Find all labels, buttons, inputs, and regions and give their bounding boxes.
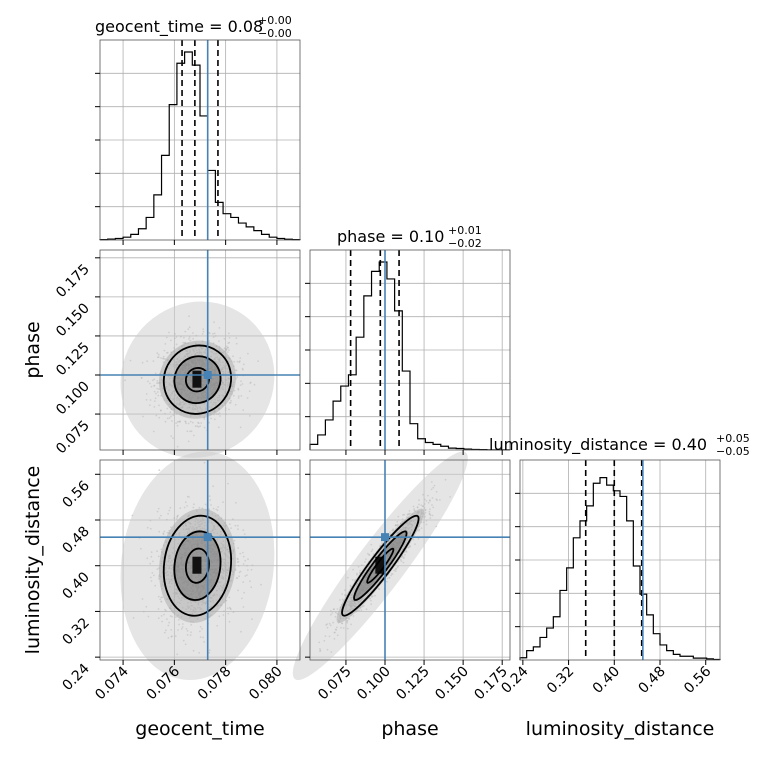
sample-point bbox=[158, 469, 161, 471]
contour-line bbox=[173, 355, 222, 405]
title-geocent-time-plus: +0.00 bbox=[258, 14, 292, 27]
ylabel-phase: phase bbox=[22, 321, 44, 378]
y-tick-label: 0.32 bbox=[59, 615, 92, 648]
density-peak bbox=[375, 556, 385, 574]
x-tick-label: 0.48 bbox=[635, 664, 668, 697]
contour-line bbox=[173, 530, 222, 601]
title-geocent-time: geocent_time = 0.08 bbox=[95, 17, 263, 37]
ylabel-luminosity-distance: luminosity_distance bbox=[22, 466, 44, 655]
y-tick-label: 0.075 bbox=[53, 418, 93, 458]
title-luminosity-distance-minus: −0.05 bbox=[716, 445, 750, 458]
contour-line bbox=[184, 547, 210, 584]
x-tick-label: 0.32 bbox=[544, 664, 577, 697]
contour-line bbox=[366, 547, 395, 584]
title-luminosity-distance: luminosity_distance = 0.40 bbox=[489, 435, 707, 455]
x-tick-label: 0.56 bbox=[681, 663, 714, 696]
panel-frame bbox=[99, 249, 301, 451]
frames-layer bbox=[99, 39, 721, 661]
density-peak bbox=[192, 556, 202, 574]
contours-layer bbox=[162, 344, 420, 617]
y-tick-label: 0.40 bbox=[59, 569, 92, 602]
x-tick-label: 0.080 bbox=[246, 664, 286, 704]
panel-frame bbox=[99, 459, 301, 661]
truth-lines-layer bbox=[100, 40, 644, 660]
histogram-phase bbox=[309, 261, 511, 451]
truth-marker bbox=[381, 533, 389, 542]
title-phase-minus: −0.02 bbox=[448, 237, 482, 250]
histograms-layer bbox=[99, 40, 721, 661]
y-tick-label: 0.24 bbox=[59, 661, 92, 694]
x-tick-label: 0.125 bbox=[393, 664, 433, 704]
density-peak bbox=[192, 370, 202, 388]
x-tick-label: 0.074 bbox=[92, 663, 132, 703]
x-tick-label: 0.075 bbox=[315, 664, 355, 704]
y-tick-label: 0.100 bbox=[53, 379, 93, 419]
y-tick-label: 0.175 bbox=[53, 261, 93, 301]
title-luminosity-distance-plus: +0.05 bbox=[716, 432, 750, 445]
y-tick-label: 0.48 bbox=[59, 524, 92, 557]
x-tick-label: 0.100 bbox=[354, 664, 394, 704]
contour-line bbox=[341, 514, 420, 617]
x-tick-label: 0.40 bbox=[590, 664, 623, 697]
histogram-luminosity_distance bbox=[519, 477, 721, 661]
title-phase-plus: +0.01 bbox=[448, 224, 482, 237]
y-tick-label: 0.56 bbox=[59, 478, 92, 511]
xlabel-luminosity-distance: luminosity_distance bbox=[526, 718, 715, 740]
contour-line bbox=[353, 530, 408, 601]
contour-line bbox=[184, 367, 210, 393]
xlabel-phase: phase bbox=[381, 718, 438, 740]
title-geocent-time-minus: −0.00 bbox=[258, 27, 292, 40]
y-tick-label: 0.150 bbox=[53, 300, 93, 340]
density-layer bbox=[120, 301, 468, 681]
title-phase: phase = 0.10 bbox=[337, 227, 444, 246]
histogram-geocent_time bbox=[99, 51, 301, 241]
xlabel-geocent-time: geocent_time bbox=[135, 718, 264, 740]
truth-marker bbox=[203, 371, 212, 379]
contour-line bbox=[162, 514, 232, 617]
panel-frame bbox=[309, 459, 511, 661]
contour-line bbox=[162, 344, 232, 415]
y-tick-label: 0.125 bbox=[53, 339, 93, 379]
x-tick-label: 0.150 bbox=[432, 664, 472, 704]
truth-marker bbox=[203, 533, 212, 542]
